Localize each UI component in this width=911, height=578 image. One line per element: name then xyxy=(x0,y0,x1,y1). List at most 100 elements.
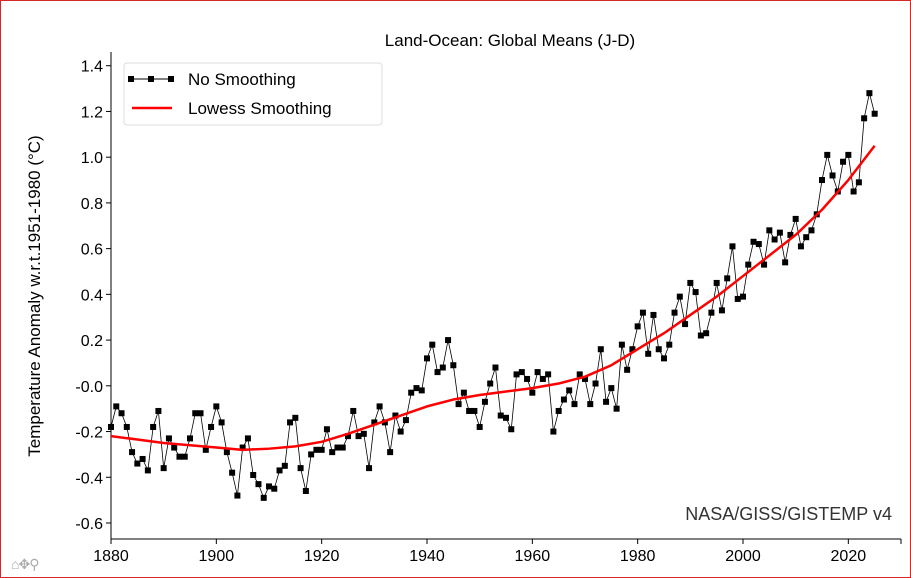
data-point-marker xyxy=(381,419,388,426)
data-point-marker xyxy=(234,492,241,499)
data-point-marker xyxy=(713,279,720,286)
series-lowess-smoothing-line xyxy=(110,144,876,452)
data-point-marker xyxy=(829,172,836,179)
data-point-marker xyxy=(260,494,267,501)
data-point-marker xyxy=(455,401,462,408)
y-axis-label: Temperature Anomaly w.r.t.1951-1980 (°C) xyxy=(25,135,44,456)
data-point-marker xyxy=(129,449,136,456)
data-point-marker xyxy=(539,375,546,382)
x-tick-label: 1980 xyxy=(620,548,656,565)
zoom-icon[interactable]: ⚲ xyxy=(29,556,39,572)
data-point-marker xyxy=(434,369,441,376)
y-tick-label: 1.0 xyxy=(81,150,103,167)
data-point-marker xyxy=(666,341,673,348)
data-point-marker xyxy=(571,401,578,408)
data-point-marker xyxy=(724,275,731,282)
data-point-marker xyxy=(871,110,878,117)
data-point-marker xyxy=(545,371,552,378)
data-point-marker xyxy=(397,428,404,435)
data-point-marker xyxy=(766,227,773,234)
data-point-marker xyxy=(276,467,283,474)
data-point-marker xyxy=(176,453,183,460)
legend-label-lowess: Lowess Smoothing xyxy=(188,99,332,118)
data-point-marker xyxy=(734,295,741,302)
data-point-marker xyxy=(318,446,325,453)
data-point-marker xyxy=(534,369,541,376)
data-point-marker xyxy=(360,430,367,437)
y-tick-label: -0.2 xyxy=(75,425,103,442)
y-tick-label: -0.4 xyxy=(75,470,103,487)
x-tick-label: 1940 xyxy=(409,548,445,565)
data-point-marker xyxy=(144,467,151,474)
data-point-marker xyxy=(524,375,531,382)
data-point-marker xyxy=(692,289,699,296)
data-point-marker xyxy=(218,419,225,426)
legend-marker xyxy=(168,76,174,82)
data-point-marker xyxy=(603,398,610,405)
data-point-marker xyxy=(792,215,799,222)
data-point-marker xyxy=(292,414,299,421)
x-tick-label: 1900 xyxy=(199,548,235,565)
data-point-marker xyxy=(250,471,257,478)
data-point-marker xyxy=(745,261,752,268)
data-point-marker xyxy=(266,483,272,490)
data-point-marker xyxy=(371,419,378,426)
data-point-marker xyxy=(476,423,483,430)
data-point-marker xyxy=(608,385,615,392)
data-point-marker xyxy=(323,426,330,433)
data-point-marker xyxy=(645,350,652,357)
data-point-marker xyxy=(139,455,146,462)
data-point-marker xyxy=(582,375,588,382)
x-tick-label: 1880 xyxy=(93,548,129,565)
chart-title: Land-Ocean: Global Means (J-D) xyxy=(385,31,635,50)
data-point-marker xyxy=(819,177,825,184)
data-point-marker xyxy=(402,417,409,424)
data-point-marker xyxy=(513,371,520,378)
data-point-marker xyxy=(244,435,251,442)
legend-marker xyxy=(148,76,154,82)
data-point-marker xyxy=(424,355,430,362)
data-point-marker xyxy=(508,426,515,433)
data-point-marker xyxy=(624,366,631,373)
data-point-marker xyxy=(671,309,678,316)
data-point-marker xyxy=(808,227,815,234)
data-point-marker xyxy=(787,231,794,238)
x-tick-label: 1960 xyxy=(515,548,551,565)
x-tick-label: 1920 xyxy=(304,548,340,565)
data-point-marker xyxy=(408,389,415,396)
data-point-marker xyxy=(202,446,209,453)
data-point-marker xyxy=(334,444,341,451)
series-no-smoothing-line xyxy=(110,93,876,499)
home-icon[interactable]: ⌂ xyxy=(11,556,20,572)
y-tick-label: 0.4 xyxy=(81,287,103,304)
data-point-marker xyxy=(597,346,604,353)
y-tick-label: 0.6 xyxy=(81,242,103,259)
data-point-marker xyxy=(481,398,488,405)
pan-icon[interactable]: ✥ xyxy=(18,556,30,572)
data-point-marker xyxy=(761,261,768,268)
data-point-marker xyxy=(171,444,178,451)
data-point-marker xyxy=(150,423,157,430)
data-point-marker xyxy=(676,293,683,300)
data-point-marker xyxy=(155,407,162,414)
data-point-marker xyxy=(776,229,783,236)
data-point-marker xyxy=(771,236,778,243)
data-point-marker xyxy=(587,401,594,408)
data-point-marker xyxy=(413,385,420,392)
data-point-marker xyxy=(339,444,346,451)
legend-marker xyxy=(128,76,134,82)
data-point-marker xyxy=(650,311,657,318)
data-point-marker xyxy=(387,449,394,456)
legend: No Smoothing Lowess Smoothing xyxy=(123,62,383,126)
data-point-marker xyxy=(803,234,810,241)
data-point-marker xyxy=(271,485,278,492)
data-point-marker xyxy=(113,403,120,410)
data-point-marker xyxy=(518,369,525,376)
data-point-marker xyxy=(629,346,636,353)
data-point-marker xyxy=(429,341,436,348)
data-point-marker xyxy=(160,465,167,472)
y-tick-label: -0.6 xyxy=(75,516,103,533)
data-point-marker xyxy=(181,453,188,460)
data-point-marker xyxy=(287,419,294,426)
